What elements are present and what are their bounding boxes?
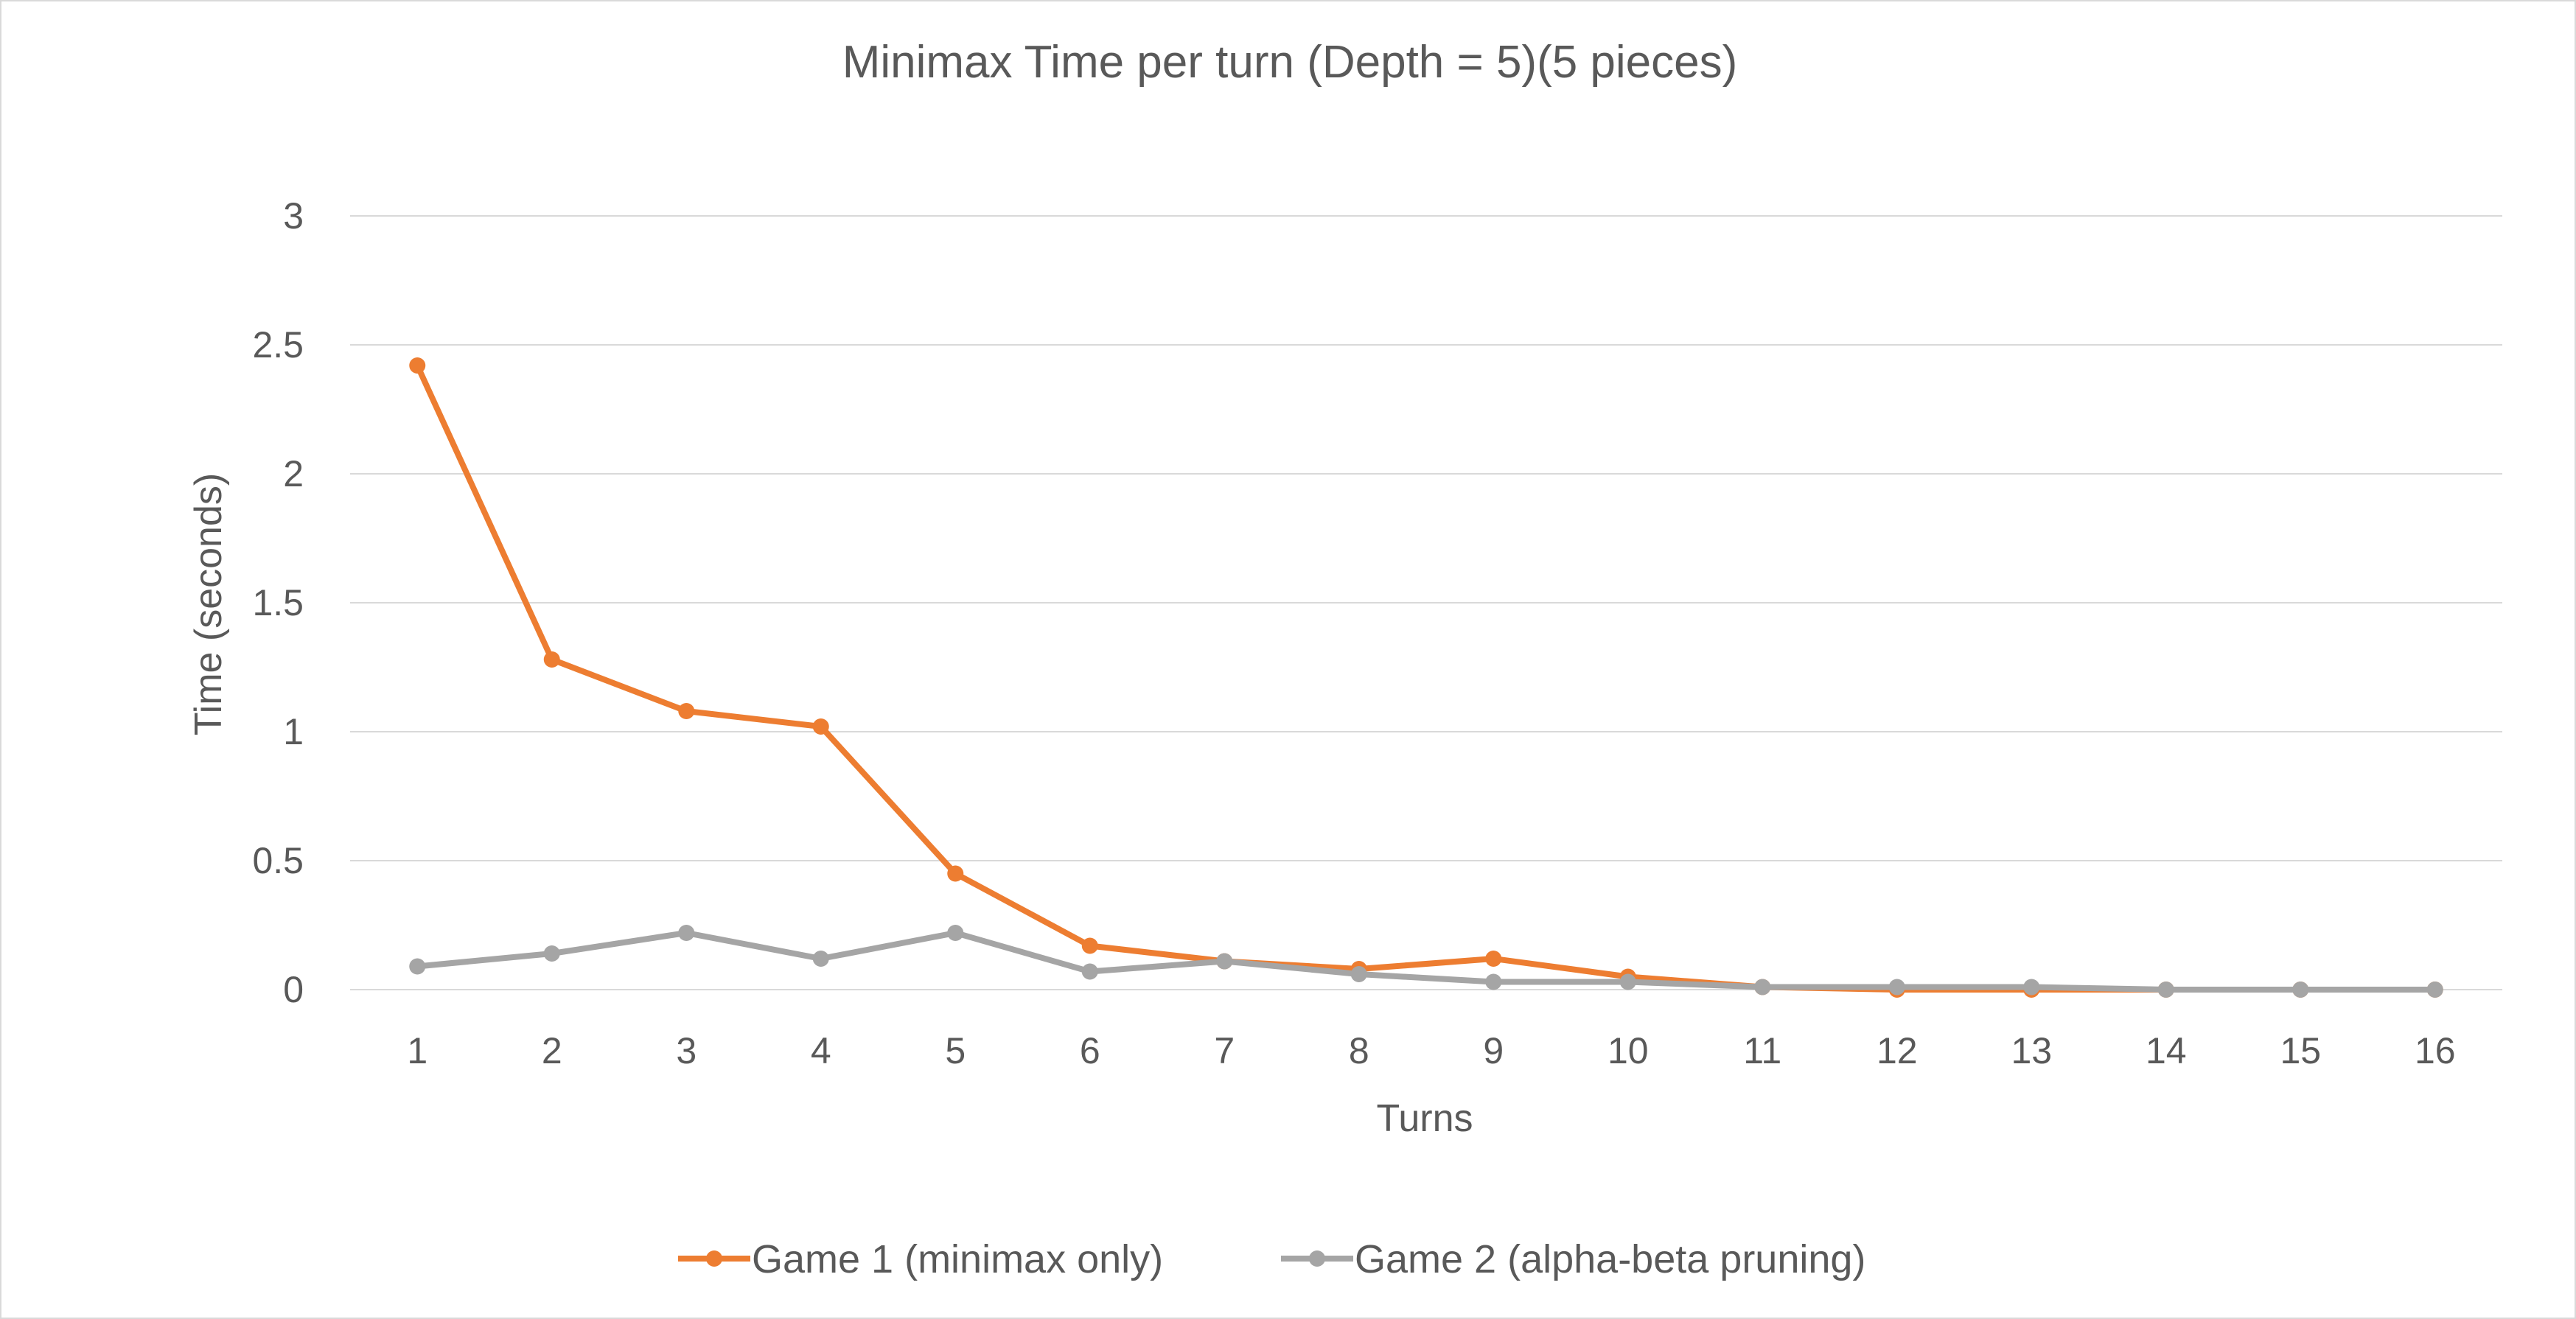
data-point: [409, 958, 426, 975]
legend: Game 1 (minimax only) Game 2 (alpha-beta …: [678, 1237, 1865, 1281]
x-tick-label: 3: [676, 1030, 697, 1071]
legend-label: Game 2 (alpha-beta pruning): [1355, 1237, 1865, 1281]
series-2: [409, 925, 2443, 998]
data-point: [2023, 979, 2040, 996]
data-point: [1350, 966, 1367, 982]
data-point: [678, 925, 695, 941]
data-point: [678, 703, 695, 719]
x-tick-label: 15: [2280, 1030, 2321, 1071]
x-tick-label: 1: [407, 1030, 427, 1071]
y-tick-label: 2: [283, 453, 304, 494]
data-series: [409, 357, 2443, 998]
y-tick-label: 1: [283, 711, 304, 752]
data-point: [1081, 937, 1098, 954]
x-tick-label: 12: [1877, 1030, 1918, 1071]
x-tick-label: 4: [811, 1030, 831, 1071]
x-tick-label: 14: [2146, 1030, 2187, 1071]
x-tick-label: 5: [945, 1030, 966, 1071]
y-tick-label: 0.5: [252, 840, 304, 881]
data-point: [543, 945, 560, 962]
data-point: [812, 718, 829, 735]
x-tick-label: 11: [1743, 1030, 1781, 1071]
legend-marker: [1309, 1250, 1325, 1267]
y-tick-label: 0: [283, 969, 304, 1010]
x-tick-label: 13: [2011, 1030, 2052, 1071]
y-tick-label: 1.5: [252, 582, 304, 623]
x-tick-label: 16: [2415, 1030, 2456, 1071]
data-point: [1216, 953, 1233, 970]
data-point: [1081, 963, 1098, 980]
data-point: [1619, 973, 1636, 990]
y-axis-label: Time (seconds): [187, 473, 230, 735]
chart-title: Minimax Time per turn (Depth = 5)(5 piec…: [842, 37, 1738, 88]
x-tick-label: 7: [1214, 1030, 1235, 1071]
data-point: [1485, 973, 1502, 990]
gridlines: [350, 215, 2502, 990]
x-tick-label: 8: [1349, 1030, 1369, 1071]
data-point: [812, 951, 829, 967]
x-tick-label: 9: [1483, 1030, 1504, 1071]
data-point: [1754, 979, 1771, 996]
data-point: [1485, 951, 1502, 967]
x-tick-label: 2: [542, 1030, 562, 1071]
legend-marker: [706, 1250, 722, 1267]
data-point: [1888, 979, 1905, 996]
data-point: [2426, 982, 2443, 998]
legend-item: Game 1 (minimax only): [678, 1237, 1163, 1281]
data-point: [947, 865, 964, 882]
x-tick-labels: 1 2 3 4 5 6 7 8 9 10 11 12 13 14 15 16: [407, 1030, 2455, 1071]
y-tick-label: 2.5: [252, 324, 304, 365]
x-tick-label: 6: [1080, 1030, 1100, 1071]
y-tick-labels: 0 0.5 1 1.5 2 2.5 3: [252, 195, 304, 1010]
x-tick-label: 10: [1608, 1030, 1649, 1071]
series-line: [414, 930, 2438, 993]
data-point: [543, 651, 560, 668]
x-axis-label: Turns: [1377, 1097, 1473, 1140]
data-point: [409, 357, 426, 374]
legend-label: Game 1 (minimax only): [752, 1237, 1163, 1281]
legend-item: Game 2 (alpha-beta pruning): [1281, 1237, 1865, 1281]
data-point: [2157, 982, 2174, 998]
data-point: [947, 925, 964, 941]
y-tick-label: 3: [283, 195, 304, 237]
data-point: [2292, 982, 2309, 998]
